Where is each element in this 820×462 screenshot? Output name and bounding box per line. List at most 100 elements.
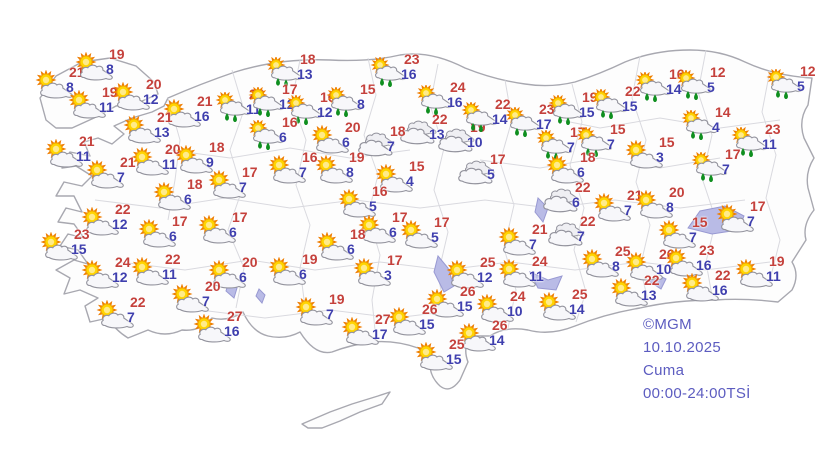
sun-cloud-icon	[624, 139, 664, 170]
weather-station: 19 7	[294, 291, 374, 333]
low-temperature: 6	[299, 266, 307, 282]
low-temperature: 6	[572, 194, 580, 210]
low-temperature: 11	[99, 99, 114, 115]
high-temperature: 17	[392, 209, 408, 225]
high-temperature: 18	[187, 176, 203, 192]
high-temperature: 22	[432, 111, 448, 127]
sun-rain-icon	[369, 55, 409, 88]
sun-cloud-icon	[545, 154, 585, 185]
high-temperature: 24	[532, 253, 548, 269]
weather-station: 12 5	[675, 64, 755, 106]
high-temperature: 20	[669, 184, 685, 200]
sun-cloud-icon	[715, 203, 755, 234]
high-temperature: 23	[765, 121, 781, 137]
weather-station: 22 16	[680, 267, 760, 309]
low-temperature: 16	[712, 282, 728, 298]
weather-station: 12 5	[765, 63, 820, 105]
high-temperature: 18	[580, 149, 596, 165]
high-temperature: 22	[715, 267, 731, 283]
credit-time-range: 00:00-24:00TSİ	[643, 385, 751, 402]
low-temperature: 7	[747, 213, 755, 229]
high-temperature: 25	[615, 243, 631, 259]
low-temperature: 7	[722, 161, 730, 177]
sun-cloud-icon	[170, 283, 210, 314]
high-temperature: 14	[715, 104, 731, 120]
sun-cloud-icon	[680, 272, 720, 303]
sun-cloud-icon	[315, 231, 355, 262]
low-temperature: 17	[372, 326, 388, 342]
high-temperature: 22	[575, 179, 591, 195]
weather-station: 18 6	[152, 176, 232, 218]
weather-station: 17 6	[197, 209, 277, 251]
high-temperature: 23	[404, 51, 420, 67]
weather-station: 17 3	[352, 252, 432, 294]
weather-station: 26 14	[457, 317, 537, 359]
low-temperature: 16	[224, 323, 240, 339]
low-temperature: 7	[624, 202, 632, 218]
weather-station: 20 11	[130, 141, 210, 183]
cloud-icon	[455, 157, 495, 187]
high-temperature: 25	[480, 254, 496, 270]
high-temperature: 19	[769, 253, 785, 269]
low-temperature: 15	[457, 298, 473, 314]
high-temperature: 17	[434, 214, 450, 230]
weather-station: 23 16	[664, 242, 744, 284]
weather-station: 16 12	[285, 89, 365, 131]
low-temperature: 10	[507, 303, 523, 319]
sun-cloud-icon	[67, 89, 107, 120]
sun-cloud-icon	[374, 163, 414, 194]
low-temperature: 16	[447, 94, 463, 110]
sun-rain-icon	[214, 90, 254, 123]
sun-cloud-icon	[425, 288, 465, 319]
weather-station: 18 6	[545, 149, 625, 191]
high-temperature: 21	[157, 109, 173, 125]
high-temperature: 25	[572, 286, 588, 302]
weather-station: 16 5	[337, 183, 417, 225]
high-temperature: 17	[232, 209, 248, 225]
low-temperature: 4	[406, 173, 414, 189]
weather-station: 25 12	[445, 254, 525, 296]
low-temperature: 7	[326, 306, 334, 322]
sun-rain-icon	[247, 85, 287, 118]
low-temperature: 6	[229, 224, 237, 240]
high-temperature: 22	[644, 272, 660, 288]
low-temperature: 8	[106, 61, 114, 77]
sun-cloud-icon	[399, 219, 439, 250]
weather-station: 15 7	[575, 121, 655, 163]
sun-cloud-icon	[624, 251, 664, 282]
high-temperature: 20	[205, 278, 221, 294]
sun-cloud-icon	[130, 256, 170, 287]
low-temperature: 10	[656, 261, 672, 277]
weather-station: 17 7	[207, 164, 287, 206]
high-temperature: 25	[449, 336, 465, 352]
low-temperature: 13	[154, 124, 170, 140]
high-temperature: 22	[625, 83, 641, 99]
high-temperature: 20	[165, 141, 181, 157]
low-temperature: 6	[389, 224, 397, 240]
low-temperature: 6	[342, 134, 350, 150]
weather-station: 25 8	[580, 243, 660, 285]
weather-station: 24 11	[497, 253, 577, 295]
cloud-icon	[545, 219, 585, 249]
low-temperature: 16	[696, 257, 712, 273]
weather-station: 24 16	[415, 79, 495, 121]
sun-rain-icon	[575, 125, 615, 158]
sun-cloud-icon	[137, 218, 177, 249]
weather-station: 17 7	[715, 198, 795, 240]
sun-rain-icon	[690, 150, 730, 183]
low-temperature: 14	[569, 301, 585, 317]
sun-cloud-icon	[80, 259, 120, 290]
low-temperature: 8	[346, 164, 354, 180]
low-temperature: 13	[429, 126, 445, 142]
low-temperature: 12	[143, 91, 159, 107]
thrace-outline	[39, 57, 159, 129]
sun-rain-icon	[547, 93, 587, 126]
high-temperature: 17	[725, 146, 741, 162]
high-temperature: 18	[390, 123, 406, 139]
weather-station: 24 12	[80, 254, 160, 296]
sun-cloud-icon	[267, 256, 307, 287]
cloud-icon	[540, 185, 580, 215]
low-temperature: 6	[347, 241, 355, 257]
high-temperature: 17	[750, 198, 766, 214]
low-temperature: 5	[369, 198, 377, 214]
